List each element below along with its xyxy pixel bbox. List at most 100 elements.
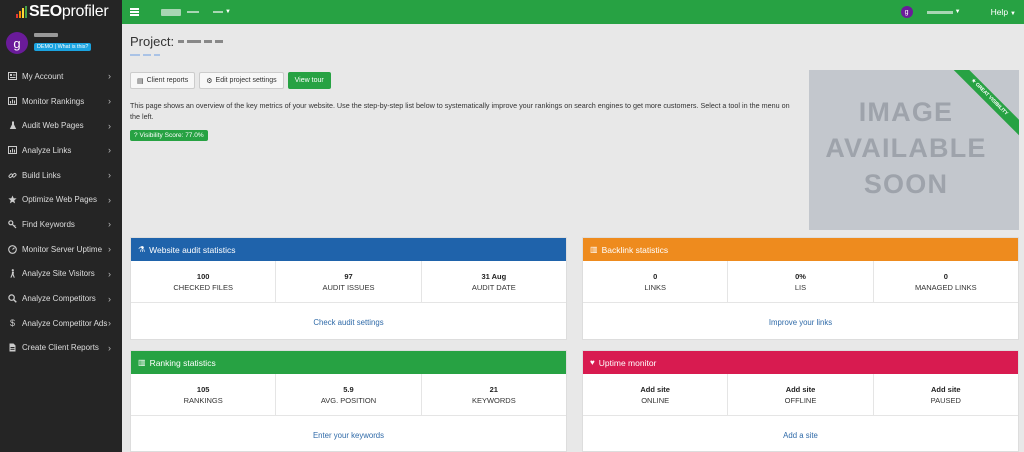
- sidebar-item-label: Find Keywords: [22, 219, 75, 229]
- stat-links: 0 LINKS: [583, 261, 729, 302]
- help-menu[interactable]: Help ▼: [990, 7, 1016, 17]
- panel-header: ▥ Backlink statistics: [583, 238, 1018, 261]
- chevron-right-icon: ›: [108, 293, 111, 304]
- chevron-right-icon: ›: [108, 194, 111, 205]
- sidebar-item-create-client-reports[interactable]: Create Client Reports ›: [0, 336, 122, 361]
- check-audit-settings-link[interactable]: Check audit settings: [313, 317, 384, 327]
- stat-audit-issues: 97 AUDIT ISSUES: [276, 261, 422, 302]
- stat-avg-position: 5.9 AVG. POSITION: [276, 374, 422, 415]
- sidebar-item-label: Build Links: [22, 170, 61, 180]
- sidebar-item-analyze-site-visitors[interactable]: Analyze Site Visitors ›: [0, 262, 122, 287]
- sidebar-item-label: Create Client Reports: [22, 343, 99, 353]
- logo[interactable]: SEOprofiler: [0, 0, 122, 24]
- chevron-right-icon: ›: [108, 71, 111, 82]
- demo-badge[interactable]: DEMO | What is this?: [34, 43, 92, 51]
- stat-keywords: 21 KEYWORDS: [471, 384, 516, 405]
- panel-header: ⚗ Website audit statistics: [131, 238, 566, 261]
- sidebar-item-label: Monitor Server Uptime: [22, 244, 103, 254]
- stat-lis: 0% LIS: [728, 261, 874, 302]
- stat-offline: Add site OFFLINE: [728, 374, 874, 415]
- image-placeholder: IMAGE AVAILABLE SOON ★ GREAT VISIBILITY: [809, 70, 1019, 230]
- project-selector-redacted[interactable]: [161, 8, 181, 16]
- sidebar-item-build-links[interactable]: Build Links ›: [0, 163, 122, 188]
- bar-chart-icon: ▥: [590, 245, 598, 254]
- sidebar-item-my-account[interactable]: My Account ›: [0, 64, 122, 89]
- sidebar-item-monitor-server-uptime[interactable]: Monitor Server Uptime ›: [0, 237, 122, 262]
- sidebar-item-label: Analyze Links: [22, 145, 72, 155]
- project-name-redacted: [187, 11, 199, 13]
- chevron-right-icon: ›: [108, 170, 111, 181]
- stat-managed-links: 0 MANAGED LINKS: [914, 271, 977, 292]
- chevron-right-icon: ›: [108, 145, 111, 156]
- chevron-right-icon: ›: [108, 342, 111, 353]
- redacted-mark: [204, 40, 213, 43]
- add-a-site-link[interactable]: Add a site: [783, 430, 818, 440]
- caret-down-icon[interactable]: ▼: [225, 9, 231, 15]
- sidebar-item-label: Audit Web Pages: [22, 121, 84, 131]
- stat-online: Add site ONLINE: [583, 374, 729, 415]
- intro-text: This page shows an overview of the key m…: [130, 101, 790, 121]
- caret-down-icon[interactable]: ▼: [954, 9, 961, 15]
- improve-your-links-link[interactable]: Improve your links: [768, 317, 833, 327]
- sidebar-item-find-keywords[interactable]: Find Keywords ›: [0, 212, 122, 237]
- flask-icon: [8, 121, 17, 130]
- sidebar-item-label: Analyze Competitors: [22, 294, 96, 304]
- chevron-right-icon: ›: [108, 120, 111, 131]
- stat-rankings: 105 RANKINGS: [131, 374, 277, 415]
- visibility-score-badge[interactable]: ? Visibility Score: 77.0%: [130, 130, 208, 141]
- stats-row: 105 RANKINGS 5.9 AVG. POSITION 21 KEYWORDS: [131, 374, 566, 416]
- question-circle-icon: ?: [134, 132, 138, 139]
- redacted-mark: [187, 40, 202, 43]
- link-icon: [8, 171, 17, 180]
- topbar-avatar[interactable]: g: [900, 6, 913, 18]
- sidebar-item-label: Monitor Rankings: [22, 96, 85, 106]
- sidebar-item-analyze-links[interactable]: Analyze Links ›: [0, 138, 122, 163]
- cogs-icon: ⚙: [206, 77, 213, 85]
- stats-row: Add site ONLINE Add site OFFLINE Add site P…: [583, 374, 1018, 416]
- edit-project-settings-button[interactable]: ⚙ Edit project settings: [199, 72, 284, 89]
- logo-bars-icon: [16, 6, 27, 18]
- stats-row: 0 LINKS 0% LIS 0 MANAGED LINKS: [583, 261, 1018, 303]
- bar-chart-icon: ▥: [138, 358, 146, 367]
- topbar-username-redacted[interactable]: [926, 10, 953, 14]
- key-icon: [8, 220, 17, 229]
- enter-your-keywords-link[interactable]: Enter your keywords: [312, 430, 385, 440]
- logo-text: SEOprofiler: [29, 3, 109, 20]
- project-url-redacted[interactable]: [130, 54, 163, 56]
- chevron-right-icon: ›: [108, 96, 111, 107]
- document-icon: ▤: [137, 77, 144, 85]
- backlink-statistics-panel: ▥ Backlink statistics 0 LINKS 0% LIS 0 MANAG…: [582, 237, 1019, 340]
- sidebar-nav: My Account › Monitor Rankings › Audit We…: [0, 64, 122, 360]
- sidebar-item-analyze-competitors[interactable]: Analyze Competitors ›: [0, 286, 122, 311]
- uptime-monitor-panel: ♥ Uptime monitor Add site ONLINE Add site O…: [582, 350, 1019, 452]
- stats-row: 100 CHECKED FILES 97 AUDIT ISSUES 31 Aug AU…: [131, 261, 566, 303]
- sidebar-item-monitor-rankings[interactable]: Monitor Rankings ›: [0, 89, 122, 114]
- star-icon: [8, 195, 17, 204]
- project-dropdown-redacted[interactable]: [213, 11, 223, 13]
- main-content: Project: ▤ Client reports ⚙ Edit project s…: [122, 24, 1024, 452]
- sidebar-item-label: My Account: [22, 71, 64, 81]
- chevron-right-icon: ›: [108, 219, 111, 230]
- sidebar-item-audit-web-pages[interactable]: Audit Web Pages ›: [0, 113, 122, 138]
- flask-icon: ⚗: [138, 245, 146, 254]
- sidebar-item-optimize-web-pages[interactable]: Optimize Web Pages ›: [0, 187, 122, 212]
- panel-header: ♥ Uptime monitor: [583, 351, 1018, 374]
- gauge-icon: [8, 244, 17, 254]
- hamburger-menu-icon[interactable]: [130, 7, 139, 18]
- sidebar-item-label: Optimize Web Pages: [22, 195, 97, 205]
- page-title: Project:: [130, 34, 224, 49]
- top-bar: ▼ g ▼ Help ▼: [122, 0, 1024, 24]
- avatar[interactable]: g: [6, 32, 28, 54]
- bar-chart-icon: [8, 97, 17, 106]
- panel-header: ▥ Ranking statistics: [131, 351, 566, 374]
- sidebar-item-analyze-competitor-ads[interactable]: $ Analyze Competitor Ads ›: [0, 311, 122, 336]
- caret-down-icon: ▼: [1010, 11, 1016, 17]
- id-card-icon: [8, 72, 17, 81]
- chevron-right-icon: ›: [108, 318, 111, 329]
- client-reports-button[interactable]: ▤ Client reports: [130, 72, 196, 89]
- chevron-right-icon: ›: [108, 268, 111, 279]
- walking-person-icon: [8, 269, 17, 279]
- view-tour-button[interactable]: View tour: [287, 72, 331, 89]
- search-icon: [8, 294, 17, 303]
- stat-checked-files: 100 CHECKED FILES: [131, 261, 277, 302]
